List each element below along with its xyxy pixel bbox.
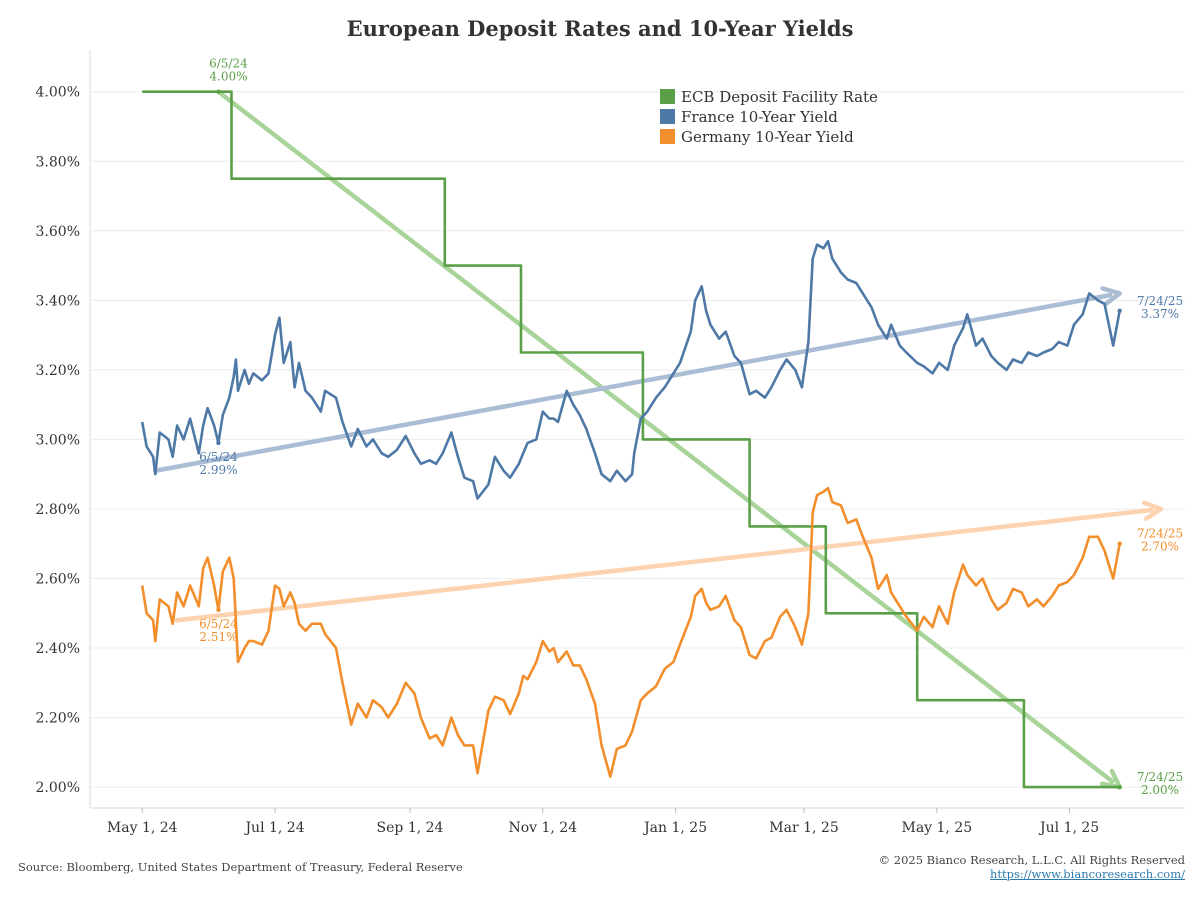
legend: ECB Deposit Facility Rate France 10-Year … <box>660 88 878 146</box>
y-tick-label: 4.00% <box>36 85 80 101</box>
x-tick-label: Jan 1, 25 <box>642 820 707 836</box>
legend-swatch <box>660 129 675 144</box>
annotation-value: 2.51% <box>199 630 237 644</box>
x-tick-label: May 1, 25 <box>901 820 972 836</box>
y-tick-label: 2.80% <box>36 502 80 518</box>
annotation-marker <box>216 440 221 446</box>
annotation-date: 7/24/25 <box>1137 294 1183 308</box>
grid <box>90 91 1185 788</box>
y-tick-label: 2.40% <box>36 641 80 657</box>
annotations: 6/5/244.00%7/24/252.00%6/5/242.99%7/24/2… <box>199 57 1183 797</box>
website-link[interactable]: https://www.biancoresearch.com/ <box>989 867 1185 881</box>
copyright-note: © 2025 Bianco Research, L.L.C. All Right… <box>878 853 1185 867</box>
x-tick-label: May 1, 24 <box>107 820 178 836</box>
annotation-date: 6/5/24 <box>199 617 238 631</box>
trend-arrow-line <box>174 507 1154 623</box>
legend-swatch <box>660 89 675 104</box>
x-tick-label: Jul 1, 25 <box>1038 820 1099 836</box>
source-note: Source: Bloomberg, United States Departm… <box>18 860 463 874</box>
x-tick-label: Sep 1, 24 <box>377 820 444 836</box>
annotation-marker <box>1117 308 1122 313</box>
annotation-date: 7/24/25 <box>1137 527 1183 541</box>
annotation-date: 7/24/25 <box>1137 770 1183 784</box>
annotation-marker <box>216 89 221 94</box>
y-tick-label: 2.20% <box>36 711 80 727</box>
annotation-marker <box>1117 784 1122 790</box>
x-tick-label: Mar 1, 25 <box>769 820 838 836</box>
y-tick-label: 3.60% <box>36 224 80 240</box>
trend-arrow-line <box>153 292 1113 473</box>
series-lines <box>140 90 1121 789</box>
y-tick-label: 3.20% <box>36 363 80 379</box>
annotation-value: 2.70% <box>1141 540 1179 554</box>
trend-arrow-head <box>1100 286 1122 307</box>
legend-label: ECB Deposit Facility Rate <box>681 88 878 106</box>
annotation-value: 3.37% <box>1141 307 1179 321</box>
trend-arrow-line <box>216 89 1115 784</box>
chart-title: European Deposit Rates and 10-Year Yield… <box>346 16 854 41</box>
legend-swatch <box>660 109 675 124</box>
annotation-date: 6/5/24 <box>199 450 238 464</box>
annotation-marker <box>216 607 221 613</box>
x-tick-label: Nov 1, 24 <box>508 820 577 836</box>
y-tick-label: 2.60% <box>36 572 80 588</box>
y-tick-label: 3.80% <box>36 154 80 170</box>
annotation-marker <box>1117 541 1122 546</box>
x-tick-label: Jul 1, 24 <box>243 820 304 836</box>
series-line-ecb-deposit-facility-rate <box>142 90 1120 789</box>
annotation-value: 2.99% <box>199 463 237 477</box>
series-line-france-10-year-yield <box>140 239 1121 500</box>
annotation-value: 2.00% <box>1141 783 1179 797</box>
trend-arrows <box>153 89 1164 790</box>
y-tick-label: 3.40% <box>36 293 80 309</box>
axes: 2.00% 2.20% 2.40% 2.60% 2.80% 3.00% 3.20% 3.40%… <box>36 50 1185 836</box>
series-line-germany-10-year-yield <box>140 486 1121 778</box>
y-tick-label: 3.00% <box>36 432 80 448</box>
trend-arrow-head <box>1142 500 1164 521</box>
annotation-value: 4.00% <box>209 70 247 84</box>
legend-label: France 10-Year Yield <box>681 108 838 126</box>
y-tick-label: 2.00% <box>36 780 80 796</box>
legend-label: Germany 10-Year Yield <box>681 128 854 146</box>
annotation-date: 6/5/24 <box>209 57 248 71</box>
